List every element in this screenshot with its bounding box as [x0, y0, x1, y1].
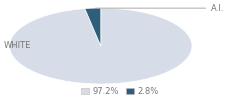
Wedge shape	[10, 8, 192, 84]
Legend: 97.2%, 2.8%: 97.2%, 2.8%	[81, 87, 159, 96]
Text: A.I.: A.I.	[96, 4, 225, 13]
Text: WHITE: WHITE	[4, 42, 31, 50]
Wedge shape	[85, 8, 101, 46]
